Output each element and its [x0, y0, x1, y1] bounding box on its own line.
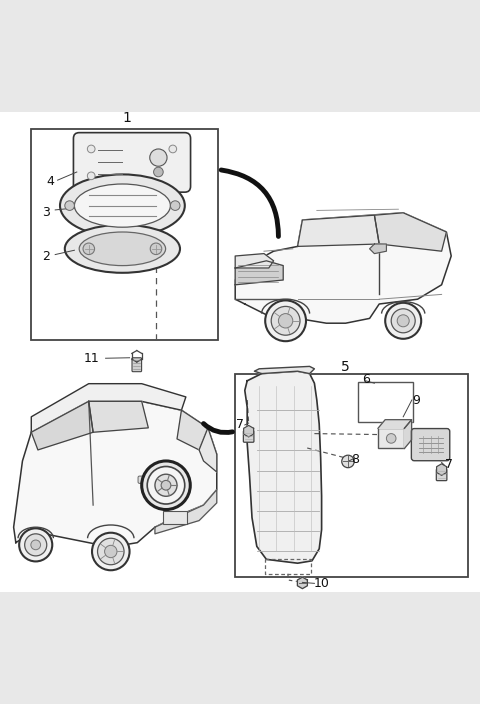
- Circle shape: [19, 528, 52, 561]
- Ellipse shape: [74, 184, 170, 227]
- Polygon shape: [254, 366, 314, 374]
- Text: 4: 4: [47, 175, 54, 188]
- Bar: [378, 428, 404, 448]
- Circle shape: [278, 313, 293, 328]
- Text: 10: 10: [313, 577, 330, 590]
- FancyBboxPatch shape: [163, 511, 187, 524]
- Ellipse shape: [79, 232, 166, 265]
- Circle shape: [105, 546, 117, 558]
- Text: 3: 3: [42, 206, 49, 220]
- Circle shape: [31, 540, 41, 550]
- Bar: [235, 374, 468, 577]
- Circle shape: [391, 309, 415, 333]
- FancyBboxPatch shape: [132, 358, 142, 372]
- Polygon shape: [199, 428, 217, 472]
- Polygon shape: [244, 425, 253, 437]
- Text: 6: 6: [362, 373, 370, 386]
- Circle shape: [147, 467, 185, 504]
- Text: 1: 1: [123, 111, 132, 125]
- Circle shape: [155, 474, 177, 496]
- Text: 7: 7: [236, 418, 244, 432]
- Polygon shape: [235, 213, 451, 323]
- Text: 2: 2: [42, 249, 49, 263]
- Polygon shape: [13, 401, 217, 547]
- Polygon shape: [155, 490, 217, 534]
- Bar: [358, 382, 413, 422]
- Circle shape: [154, 168, 163, 177]
- Polygon shape: [374, 213, 446, 251]
- Circle shape: [97, 539, 124, 565]
- Ellipse shape: [65, 225, 180, 273]
- Polygon shape: [177, 410, 208, 450]
- Ellipse shape: [60, 175, 185, 237]
- Polygon shape: [437, 464, 446, 475]
- Circle shape: [265, 301, 306, 341]
- Polygon shape: [235, 260, 283, 285]
- Circle shape: [150, 243, 162, 255]
- FancyBboxPatch shape: [0, 369, 480, 592]
- Circle shape: [150, 149, 167, 166]
- Polygon shape: [370, 244, 386, 253]
- Circle shape: [385, 303, 421, 339]
- Circle shape: [142, 461, 190, 510]
- FancyBboxPatch shape: [73, 132, 191, 192]
- FancyArrowPatch shape: [204, 424, 232, 432]
- Circle shape: [87, 172, 95, 180]
- FancyBboxPatch shape: [243, 431, 254, 442]
- Circle shape: [83, 243, 95, 255]
- Polygon shape: [378, 420, 411, 428]
- Polygon shape: [31, 384, 186, 432]
- Polygon shape: [235, 253, 274, 268]
- FancyArrowPatch shape: [221, 170, 278, 237]
- Polygon shape: [404, 420, 411, 448]
- FancyBboxPatch shape: [411, 429, 450, 460]
- Circle shape: [24, 534, 47, 556]
- Circle shape: [161, 480, 171, 490]
- FancyBboxPatch shape: [138, 476, 163, 484]
- FancyBboxPatch shape: [436, 469, 447, 481]
- Polygon shape: [298, 577, 307, 589]
- Circle shape: [342, 455, 354, 467]
- Polygon shape: [245, 371, 322, 563]
- Circle shape: [65, 201, 74, 210]
- Text: 5: 5: [341, 360, 350, 375]
- Text: 7: 7: [445, 458, 453, 471]
- Text: 11: 11: [84, 352, 99, 365]
- Polygon shape: [89, 401, 148, 432]
- FancyBboxPatch shape: [0, 112, 480, 369]
- Bar: [31, 129, 218, 340]
- Polygon shape: [31, 401, 93, 450]
- Circle shape: [271, 306, 300, 335]
- Text: 9: 9: [412, 394, 420, 406]
- Circle shape: [87, 145, 95, 153]
- Circle shape: [169, 145, 177, 153]
- Circle shape: [397, 315, 409, 327]
- Circle shape: [170, 201, 180, 210]
- Circle shape: [92, 533, 130, 570]
- Text: 8: 8: [351, 453, 359, 465]
- Circle shape: [386, 434, 396, 444]
- Polygon shape: [298, 215, 379, 246]
